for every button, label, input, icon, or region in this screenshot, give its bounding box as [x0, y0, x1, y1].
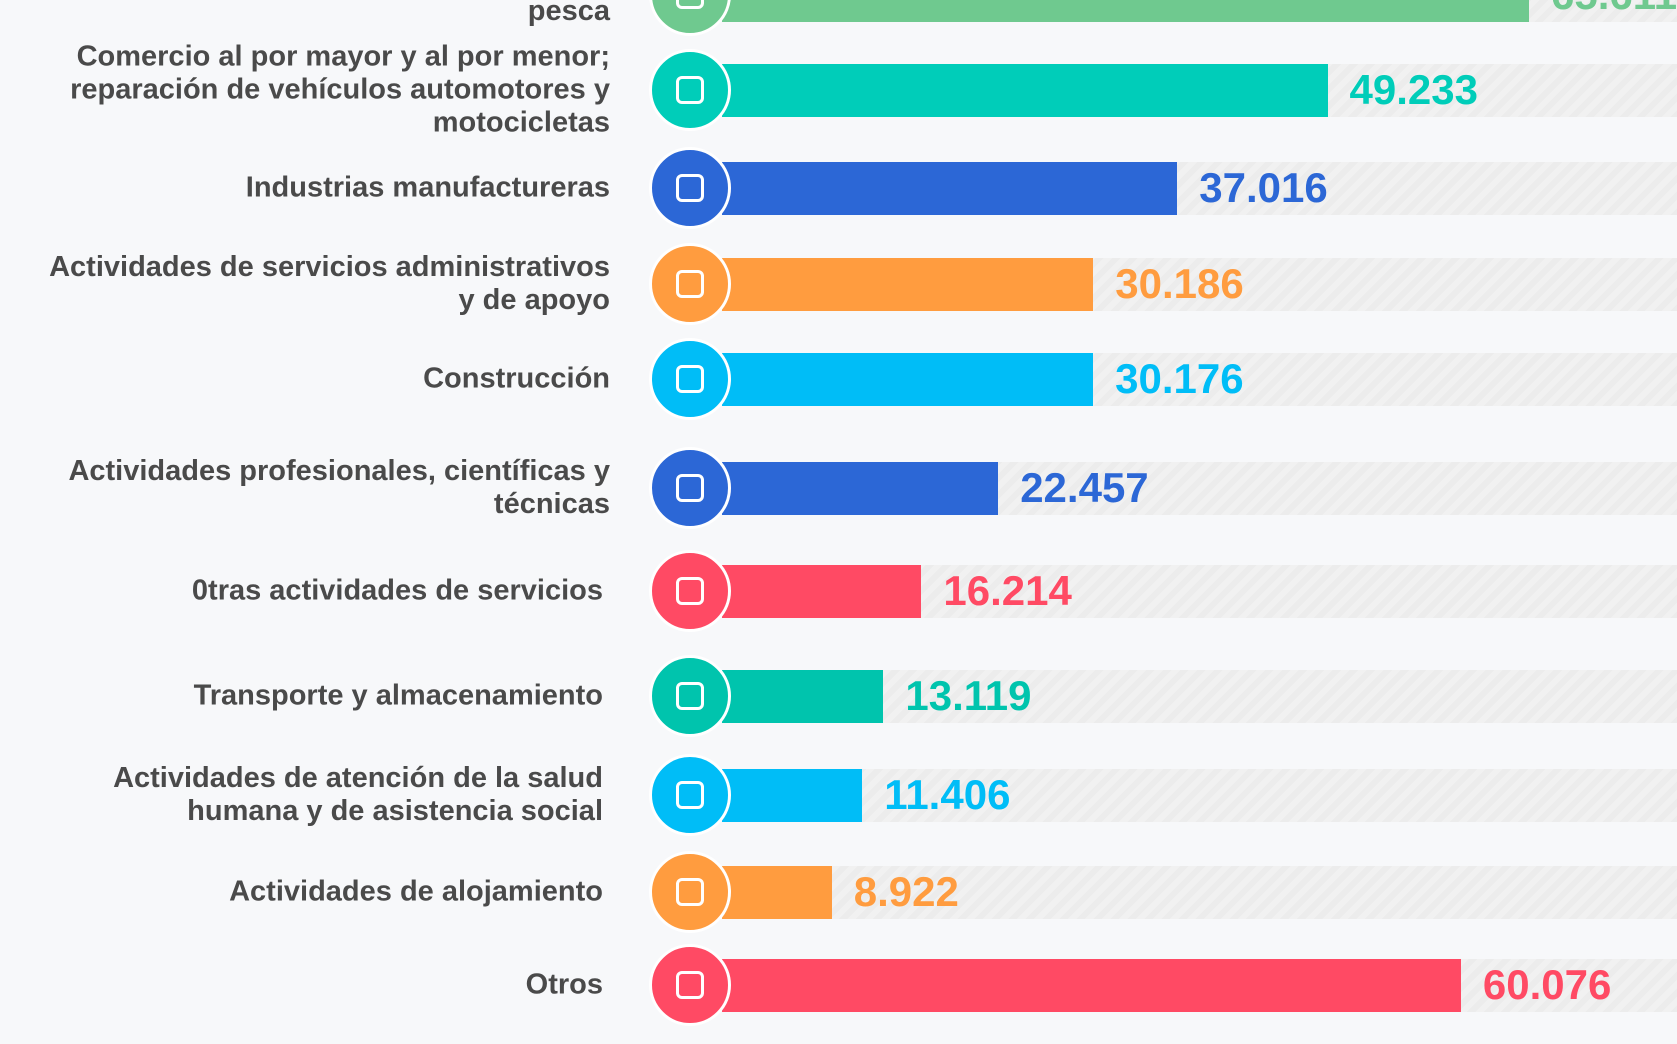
bar	[722, 0, 1529, 22]
bar-row: Agricultura, ganadería, silvicultura y p…	[0, 0, 1677, 45]
category-label: Actividades profesionales, científicas y…	[68, 455, 610, 520]
value-label: 22.457	[1020, 464, 1149, 511]
value-label: 30.176	[1115, 355, 1244, 402]
value-label: 49.233	[1349, 66, 1479, 113]
value-label: 11.406	[884, 771, 1011, 818]
category-label: Transporte y almacenamiento	[193, 679, 603, 712]
bar	[722, 64, 1328, 117]
bar-track	[722, 769, 1677, 822]
bar	[722, 353, 1094, 406]
category-icon	[649, 655, 731, 737]
bar-row: Actividades de servicios administrativos…	[0, 234, 1677, 334]
category-icon	[649, 851, 731, 933]
category-label: Agricultura, ganadería, silvicultura y p…	[527, 0, 610, 27]
category-icon	[649, 550, 731, 632]
bar-row: Actividades de atención de la salud huma…	[0, 745, 1677, 845]
bar-row: Otros 60.076	[0, 935, 1677, 1035]
bar-row: Transporte y almacenamiento 13.119	[0, 646, 1677, 746]
value-label: 13.119	[905, 672, 1032, 719]
bar	[722, 769, 863, 822]
bar	[722, 866, 832, 919]
bar	[722, 565, 922, 618]
bar	[722, 670, 884, 723]
category-icon	[649, 944, 731, 1026]
value-label: 65.611	[1551, 0, 1677, 19]
bar-row: Industrias manufactureras 37.016	[0, 138, 1677, 238]
bar-row: Comercio al por mayor y al por menor; re…	[0, 40, 1677, 140]
category-icon	[649, 447, 731, 529]
category-label: Industrias manufactureras	[245, 171, 610, 204]
value-label: 30.186	[1115, 260, 1244, 307]
value-label: 16.214	[943, 567, 1072, 614]
category-label: 0tras actividades de servicios	[191, 574, 603, 607]
bar-row: Actividades profesionales, científicas y…	[0, 438, 1677, 538]
category-label: Comercio al por mayor y al por menor; re…	[70, 40, 610, 139]
bar-track	[722, 866, 1677, 919]
category-label: Otros	[525, 968, 603, 1001]
bar	[722, 162, 1178, 215]
category-icon	[649, 754, 731, 836]
category-label: Construcción	[423, 362, 610, 395]
category-label: Actividades de atención de la salud huma…	[113, 762, 603, 827]
bar	[722, 462, 999, 515]
category-icon	[649, 0, 731, 36]
category-icon	[649, 49, 731, 131]
category-label: Actividades de alojamiento	[229, 875, 603, 908]
bar	[722, 258, 1094, 311]
bar-row: 0tras actividades de servicios 16.214	[0, 541, 1677, 641]
bar-row: Construcción 30.176	[0, 329, 1677, 429]
value-label: 37.016	[1199, 164, 1328, 211]
category-label: Actividades de servicios administrativos…	[49, 251, 610, 316]
bar-row: Actividades de alojamiento 8.922	[0, 842, 1677, 942]
value-label: 60.076	[1482, 961, 1612, 1008]
value-label: 8.922	[853, 868, 959, 915]
category-icon	[649, 243, 731, 325]
category-icon	[649, 338, 731, 420]
category-icon	[649, 147, 731, 229]
bar	[722, 959, 1461, 1012]
